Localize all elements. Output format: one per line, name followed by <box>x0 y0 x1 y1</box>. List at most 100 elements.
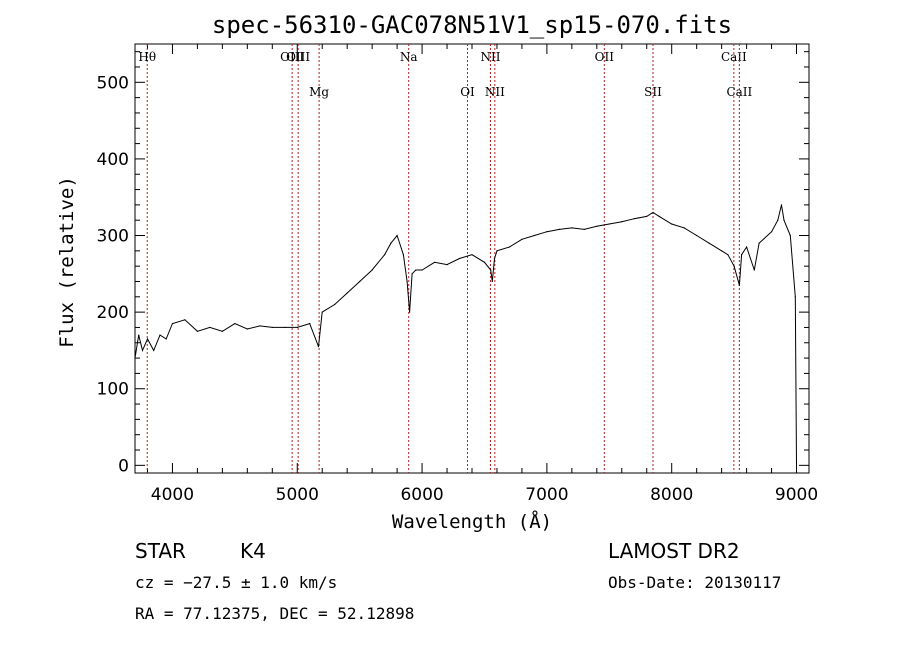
spectrum-point <box>165 338 167 340</box>
spectrum-point <box>446 264 448 266</box>
spectrum-point <box>646 215 648 217</box>
spectrum-point <box>596 225 598 227</box>
spectrum-point <box>521 238 523 240</box>
spectrum-point <box>402 254 404 256</box>
spectrum-point <box>738 284 740 286</box>
spectrum-point <box>745 246 748 248</box>
spectral-line-label: OIII <box>286 50 310 64</box>
y-tick-label: 300 <box>97 227 129 247</box>
spectrum-point <box>483 261 486 263</box>
spectral-line-label: CaII <box>726 85 752 99</box>
x-axis-label: Wavelength (Å) <box>392 510 552 533</box>
spectrum-point <box>783 219 785 221</box>
x-tick-label: 8000 <box>650 485 693 505</box>
spectrum-point <box>359 280 361 283</box>
spectrum-point <box>727 254 729 256</box>
spectrum-point <box>608 223 610 225</box>
spectrum-point <box>346 292 348 294</box>
spectrum-point <box>296 326 298 329</box>
spectrum-point <box>184 319 186 321</box>
spectrum-point <box>134 357 136 359</box>
spectrum-point <box>221 330 223 332</box>
spectrum-point <box>411 273 413 275</box>
y-tick-label: 500 <box>97 73 129 93</box>
plot-frame <box>134 43 810 474</box>
spectrum-line-0 <box>134 204 797 466</box>
spectral-line-label: Hθ <box>138 50 156 64</box>
spectrum-point <box>471 254 473 256</box>
spectrum-point <box>741 254 743 256</box>
spectrum-series <box>134 204 798 466</box>
survey-name: LAMOST DR2 <box>608 539 740 563</box>
y-axis: 0 100 200 300 400 500 <box>97 51 809 476</box>
redshift-velocity: cz = −27.5 ± 1.0 km/s <box>135 573 337 592</box>
spectrum-point <box>146 338 149 340</box>
spectrum-point <box>234 323 236 325</box>
spectrum-point <box>571 227 573 229</box>
spectrum-point <box>433 261 436 263</box>
spectrum-point <box>546 231 548 233</box>
coordinates: RA = 77.12375, DEC = 52.12898 <box>135 604 414 623</box>
spectrum-point <box>141 349 144 352</box>
spectral-line-label: OI <box>460 85 475 99</box>
y-tick-label: 200 <box>97 303 129 323</box>
spectral-line-label: Na <box>400 50 418 64</box>
spectral-line-label: CaII <box>721 50 747 64</box>
spectral-line-label: NII <box>485 85 505 99</box>
spectrum-point <box>683 227 685 229</box>
spectrum-point <box>794 296 796 298</box>
x-tick-label: 7000 <box>525 485 568 505</box>
spectrum-point <box>493 257 496 260</box>
y-tick-label: 0 <box>118 456 129 476</box>
spectrum-point <box>209 326 211 329</box>
spectrum-point <box>777 219 779 221</box>
spectrum-point <box>153 349 155 352</box>
spectral-line-label: OII <box>595 50 615 64</box>
spectrum-point <box>317 345 320 348</box>
spectrum-point <box>371 269 373 271</box>
spectrum-point <box>384 254 386 256</box>
spectrum-point <box>458 257 461 260</box>
spectrum-point <box>658 215 660 217</box>
spectrum-point <box>171 323 174 325</box>
spectrum-point <box>758 242 760 244</box>
y-axis-label: Flux (relative) <box>56 176 78 348</box>
spectral-line-label: Mg <box>309 85 329 99</box>
spectrum-point <box>196 330 199 332</box>
spectrum-point <box>780 204 783 206</box>
spectrum-point <box>390 242 392 244</box>
spectrum-point <box>770 231 773 233</box>
x-tick-label: 4000 <box>151 485 194 505</box>
spectrum-point <box>334 303 336 306</box>
spectrum-point <box>633 218 635 220</box>
spectrum-point <box>406 280 408 283</box>
spectrum-point <box>583 228 585 230</box>
spectral-subclass: K4 <box>240 539 266 563</box>
spectrum-point <box>309 323 311 325</box>
spectrum-point <box>159 334 161 336</box>
spectrum-point <box>496 250 498 252</box>
x-tick-label: 5000 <box>276 485 319 505</box>
spectrum-point <box>490 269 492 271</box>
spectrum-point <box>696 234 698 237</box>
spectrum-point <box>491 280 493 283</box>
spectrum-point <box>558 228 560 230</box>
spectrum-point <box>271 326 273 329</box>
x-tick-label: 9000 <box>775 485 818 505</box>
spectrum-point <box>415 269 417 271</box>
spectrum-point <box>733 265 735 267</box>
spectrum-point <box>246 328 248 330</box>
spectrum-point <box>708 242 710 244</box>
spectrum-point <box>721 250 723 252</box>
spectrum-point <box>652 211 654 214</box>
spectral-line-label: SII <box>644 85 662 99</box>
y-tick-label: 100 <box>97 380 129 400</box>
spectrum-point <box>795 464 798 466</box>
spectrum-point <box>138 334 140 336</box>
spectrum-point <box>671 223 673 225</box>
spectrum-point <box>284 326 286 329</box>
x-tick-label: 6000 <box>400 485 443 505</box>
spectrum-point <box>621 221 623 223</box>
